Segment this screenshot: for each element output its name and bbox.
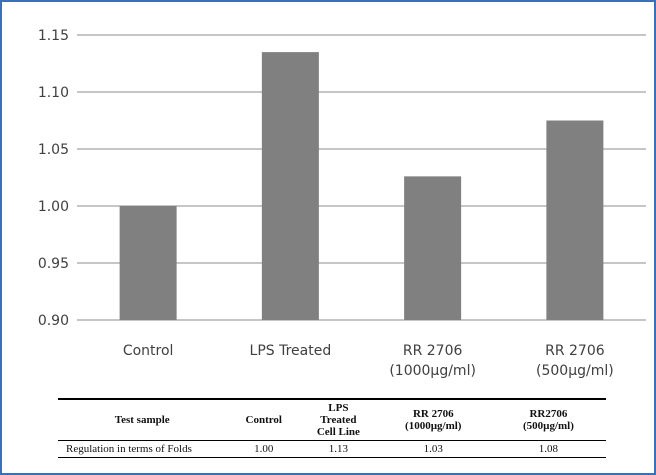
bar-chart: 0.90 0.95 1.00 1.05 1.10 1.15 Control LPS Treat… [38, 28, 646, 379]
table-cell-row-label: Regulation in terms of Folds [66, 443, 192, 455]
y-tick-label-4: 1.10 [38, 85, 69, 101]
data-table: Test sample Control LPS Treated Cell Lin… [58, 398, 606, 458]
table-header-row: Test sample Control LPS Treated Cell Lin… [58, 399, 606, 441]
table-cell-rr2706-500: 1.08 [538, 443, 559, 455]
bar-1 [261, 52, 319, 320]
bar-3 [546, 120, 604, 320]
y-tick-label-5: 1.15 [38, 28, 69, 44]
table-cell-lps-treated: 1.13 [328, 443, 348, 455]
y-tick-label-1: 0.95 [38, 256, 69, 272]
table-header-test-sample: Test sample [114, 414, 170, 426]
y-tick-label-2: 1.00 [38, 199, 69, 215]
bar-0 [119, 206, 177, 320]
data-table-container: Test sample Control LPS Treated Cell Lin… [58, 398, 606, 458]
x-tick-label-3: RR 2706 (500µg/ml) [536, 343, 614, 379]
table-header-control: Control [245, 414, 282, 426]
y-tick-label-0: 0.90 [38, 313, 69, 329]
y-tick-label-3: 1.05 [38, 142, 69, 158]
x-tick-label-1: LPS Treated [250, 343, 332, 359]
table-header-rr2706-500: RR2706 (500µg/ml) [522, 408, 574, 432]
table-header-lps-treated: LPS Treated Cell Line [316, 402, 360, 438]
bar-2 [404, 176, 462, 320]
x-tick-label-0: Control [123, 343, 174, 359]
table-cell-rr2706-1000: 1.03 [423, 443, 443, 455]
table-cell-control: 1.00 [254, 443, 274, 455]
table-row: Regulation in terms of Folds 1.00 1.13 1… [58, 441, 606, 458]
x-tick-label-2: RR 2706 (1000µg/ml) [389, 343, 476, 379]
table-header-rr2706-1000: RR 2706 (1000µg/ml) [405, 408, 462, 432]
